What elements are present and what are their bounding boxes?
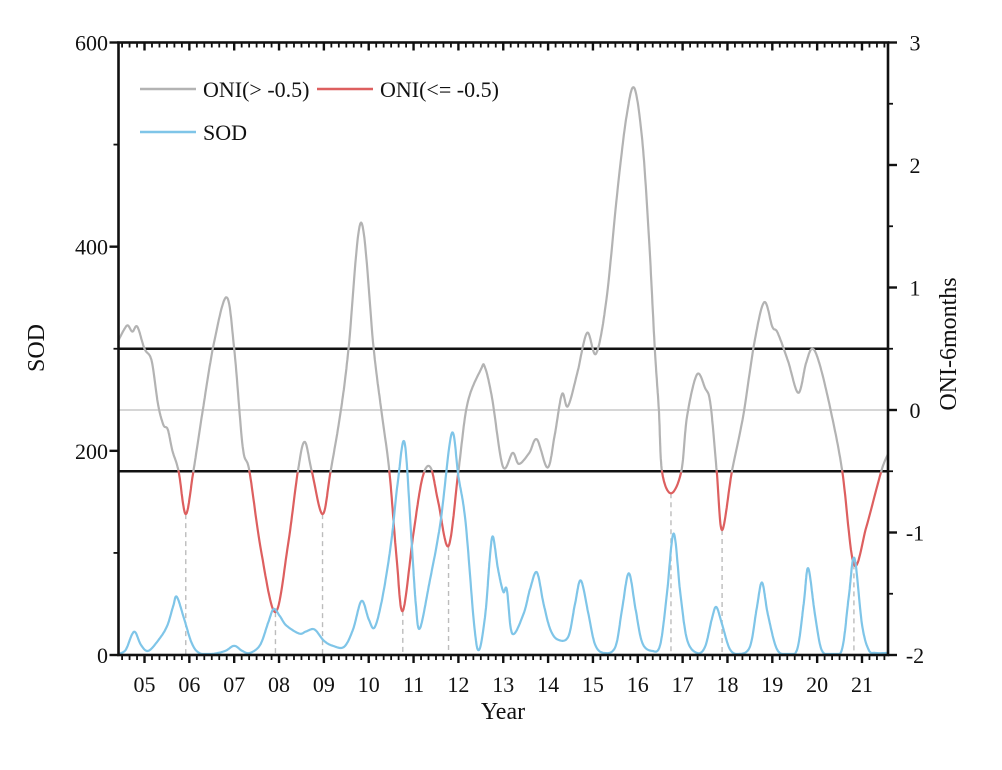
x-tick-label: 10 xyxy=(358,672,380,697)
data-series-group xyxy=(117,86,890,656)
x-tick-label: 14 xyxy=(537,672,559,697)
sod-line xyxy=(117,431,890,656)
x-tick-label: 09 xyxy=(313,672,335,697)
tick-labels-group: 05 06 07 08 09 10 11 12 13 14 15 16 17 18 19 20 21020040… xyxy=(75,31,924,698)
x-tick-label: 15 xyxy=(582,672,604,697)
x-tick-label: 19 xyxy=(761,672,783,697)
x-tick-label: 12 xyxy=(447,672,469,697)
left-y-axis-title: SOD xyxy=(24,324,50,372)
x-tick-label: 16 xyxy=(627,672,649,697)
right-y-tick-label: -2 xyxy=(906,643,924,668)
reference-lines-group xyxy=(118,347,888,473)
oni-line-red xyxy=(310,470,332,516)
x-tick-label: 05 xyxy=(134,672,156,697)
oni-line-red xyxy=(841,470,883,568)
oni-line-gray xyxy=(329,221,391,473)
x-tick-label: 07 xyxy=(223,672,245,697)
plot-frame xyxy=(117,41,890,657)
left-y-tick-label: 400 xyxy=(75,235,108,260)
oni-line-gray xyxy=(457,86,664,473)
legend-label: ONI(<= -0.5) xyxy=(380,77,499,102)
oni-line-red xyxy=(177,470,195,516)
x-tick-label: 17 xyxy=(672,672,694,697)
oni-line-gray xyxy=(423,464,434,473)
oni-line-red xyxy=(388,470,426,613)
event-dashed-lines-group xyxy=(185,493,855,655)
x-tick-label: 13 xyxy=(492,672,514,697)
right-y-tick-label: -1 xyxy=(906,521,924,546)
x-tick-label: 18 xyxy=(716,672,738,697)
oni-line-red xyxy=(248,470,299,614)
oni-line-red xyxy=(715,470,734,532)
legend-label: SOD xyxy=(203,120,247,145)
oni-line-gray xyxy=(117,324,180,473)
right-y-tick-label: 1 xyxy=(910,276,921,301)
oni-line-gray xyxy=(296,440,313,473)
left-y-tick-label: 600 xyxy=(75,31,108,56)
oni-line-gray xyxy=(680,372,718,473)
x-tick-label: 11 xyxy=(403,672,424,697)
x-tick-label: 20 xyxy=(806,672,828,697)
right-y-tick-label: 3 xyxy=(910,31,921,56)
right-y-tick-label: 2 xyxy=(910,153,921,178)
oni-line-red xyxy=(660,470,683,495)
legend: ONI(> -0.5) ONI(<= -0.5) SOD xyxy=(140,77,499,145)
left-y-tick-label: 200 xyxy=(75,439,108,464)
oni-line-red xyxy=(431,470,460,548)
oni-line-gray xyxy=(192,296,251,473)
left-y-tick-label: 0 xyxy=(97,643,108,668)
right-y-axis-title: ONI-6months xyxy=(936,277,962,410)
right-y-tick-label: 0 xyxy=(910,398,921,423)
oni-line-gray xyxy=(730,300,844,473)
x-tick-label: 06 xyxy=(178,672,200,697)
x-tick-label: 08 xyxy=(268,672,290,697)
legend-label: ONI(> -0.5) xyxy=(203,77,310,102)
x-tick-label: 21 xyxy=(851,672,873,697)
x-axis-title: Year xyxy=(481,699,525,725)
